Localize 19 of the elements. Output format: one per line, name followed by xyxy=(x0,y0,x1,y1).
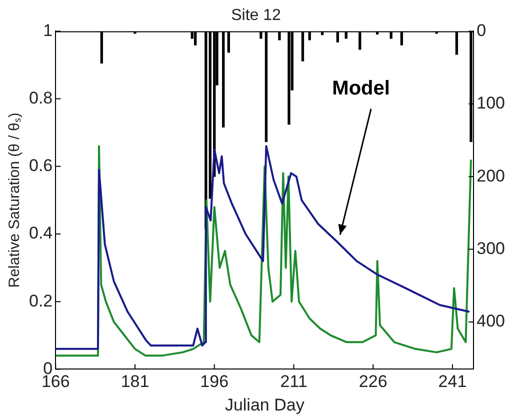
x-tick-label: 241 xyxy=(438,372,467,392)
y-tick-label: 0.2 xyxy=(28,291,53,310)
chart-title: Site 12 xyxy=(231,7,282,24)
y-axis-title: Relative Saturation (θ / θₛ) xyxy=(6,112,24,288)
y2-tick-label: 400 xyxy=(476,312,506,331)
x-tick-label: 196 xyxy=(200,372,229,392)
x-tick-label: 226 xyxy=(358,372,388,392)
y-tick-label: 0.4 xyxy=(28,224,53,243)
text: Model xyxy=(332,77,390,100)
y2-tick-label: 100 xyxy=(476,94,506,113)
y-tick-label: 1 xyxy=(43,20,53,40)
x-tick-label: 181 xyxy=(120,372,150,392)
y-tick-label: 0.6 xyxy=(28,156,53,176)
y-tick-label: 0.8 xyxy=(28,88,53,108)
x-tick-label: 211 xyxy=(280,372,308,392)
x-axis-title: Julian Day xyxy=(224,395,305,414)
y2-tick-label: 200 xyxy=(476,166,506,186)
y2-tick-label: 0 xyxy=(476,20,486,40)
y2-tick-label: 300 xyxy=(476,238,506,258)
